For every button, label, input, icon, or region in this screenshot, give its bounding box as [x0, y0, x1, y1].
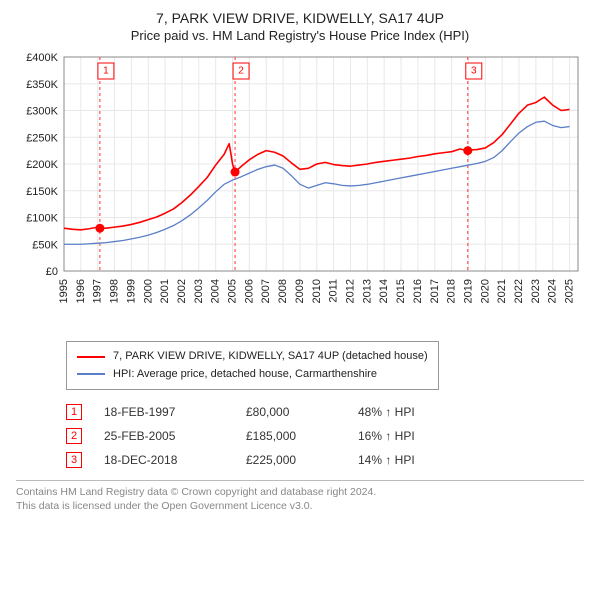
svg-text:1998: 1998 — [109, 279, 121, 303]
svg-text:2006: 2006 — [243, 279, 255, 303]
chart-plot-area: £0 £50K £100K £150K £200K £250K £300K £350K £400… — [12, 51, 588, 331]
svg-text:£100K: £100K — [26, 213, 58, 225]
svg-text:2013: 2013 — [361, 279, 373, 303]
svg-text:2003: 2003 — [193, 279, 205, 303]
svg-text:2018: 2018 — [446, 279, 458, 303]
svg-text:2019: 2019 — [462, 279, 474, 303]
svg-text:2009: 2009 — [294, 279, 306, 303]
sale-event-row: 3 18-DEC-2018 £225,000 14% ↑ HPI — [66, 448, 584, 472]
chart-subtitle: Price paid vs. HM Land Registry's House … — [12, 28, 588, 43]
event-date: 18-DEC-2018 — [104, 453, 224, 467]
svg-text:2005: 2005 — [227, 279, 239, 303]
legend-item: 7, PARK VIEW DRIVE, KIDWELLY, SA17 4UP (… — [77, 348, 428, 366]
svg-text:2024: 2024 — [547, 279, 559, 303]
event-pct-vs-hpi: 14% ↑ HPI — [358, 453, 458, 467]
event-date: 18-FEB-1997 — [104, 405, 224, 419]
svg-text:1999: 1999 — [125, 279, 137, 303]
svg-text:2020: 2020 — [479, 279, 491, 303]
svg-text:2010: 2010 — [311, 279, 323, 303]
legend-label: 7, PARK VIEW DRIVE, KIDWELLY, SA17 4UP (… — [113, 348, 428, 366]
svg-text:£400K: £400K — [26, 52, 58, 64]
svg-text:2011: 2011 — [328, 279, 340, 303]
footer-line: This data is licensed under the Open Gov… — [16, 499, 584, 513]
svg-text:2017: 2017 — [429, 279, 441, 303]
svg-text:2016: 2016 — [412, 279, 424, 303]
svg-text:2001: 2001 — [159, 279, 171, 303]
event-marker-icon: 3 — [66, 452, 82, 468]
svg-text:£250K: £250K — [26, 132, 58, 144]
sale-event-row: 2 25-FEB-2005 £185,000 16% ↑ HPI — [66, 424, 584, 448]
legend-swatch — [77, 356, 105, 358]
legend-item: HPI: Average price, detached house, Carm… — [77, 366, 428, 384]
event-price: £80,000 — [246, 405, 336, 419]
svg-text:£300K: £300K — [26, 106, 58, 118]
svg-text:£350K: £350K — [26, 79, 58, 91]
event-price: £185,000 — [246, 429, 336, 443]
svg-text:1997: 1997 — [92, 279, 104, 303]
legend: 7, PARK VIEW DRIVE, KIDWELLY, SA17 4UP (… — [66, 341, 439, 390]
sale-event-row: 1 18-FEB-1997 £80,000 48% ↑ HPI — [66, 400, 584, 424]
svg-text:£200K: £200K — [26, 159, 58, 171]
chart-title: 7, PARK VIEW DRIVE, KIDWELLY, SA17 4UP — [12, 10, 588, 26]
event-marker-icon: 2 — [66, 428, 82, 444]
svg-text:2012: 2012 — [344, 279, 356, 303]
footer-line: Contains HM Land Registry data © Crown c… — [16, 485, 584, 499]
svg-text:1: 1 — [103, 66, 109, 77]
event-pct-vs-hpi: 16% ↑ HPI — [358, 429, 458, 443]
svg-text:2008: 2008 — [277, 279, 289, 303]
footer: Contains HM Land Registry data © Crown c… — [16, 480, 584, 513]
svg-text:1996: 1996 — [75, 279, 87, 303]
svg-text:2022: 2022 — [513, 279, 525, 303]
event-price: £225,000 — [246, 453, 336, 467]
svg-text:2015: 2015 — [395, 279, 407, 303]
svg-text:2025: 2025 — [564, 279, 576, 303]
svg-text:2: 2 — [238, 66, 244, 77]
svg-text:3: 3 — [471, 66, 477, 77]
svg-text:2004: 2004 — [210, 279, 222, 303]
svg-text:2007: 2007 — [260, 279, 272, 303]
event-pct-vs-hpi: 48% ↑ HPI — [358, 405, 458, 419]
legend-swatch — [77, 373, 105, 375]
sale-events-table: 1 18-FEB-1997 £80,000 48% ↑ HPI 2 25-FEB-2005… — [66, 400, 584, 472]
svg-text:2014: 2014 — [378, 279, 390, 303]
svg-text:1995: 1995 — [58, 279, 70, 303]
svg-text:2021: 2021 — [496, 279, 508, 303]
event-date: 25-FEB-2005 — [104, 429, 224, 443]
svg-text:2002: 2002 — [176, 279, 188, 303]
legend-label: HPI: Average price, detached house, Carm… — [113, 366, 377, 384]
svg-text:£50K: £50K — [32, 239, 58, 251]
event-marker-icon: 1 — [66, 404, 82, 420]
svg-text:£150K: £150K — [26, 186, 58, 198]
svg-text:£0: £0 — [46, 266, 58, 278]
svg-text:2023: 2023 — [530, 279, 542, 303]
chart-container: 7, PARK VIEW DRIVE, KIDWELLY, SA17 4UP P… — [0, 0, 600, 522]
line-chart-svg: £0 £50K £100K £150K £200K £250K £300K £350K £400… — [12, 51, 588, 331]
svg-text:2000: 2000 — [142, 279, 154, 303]
